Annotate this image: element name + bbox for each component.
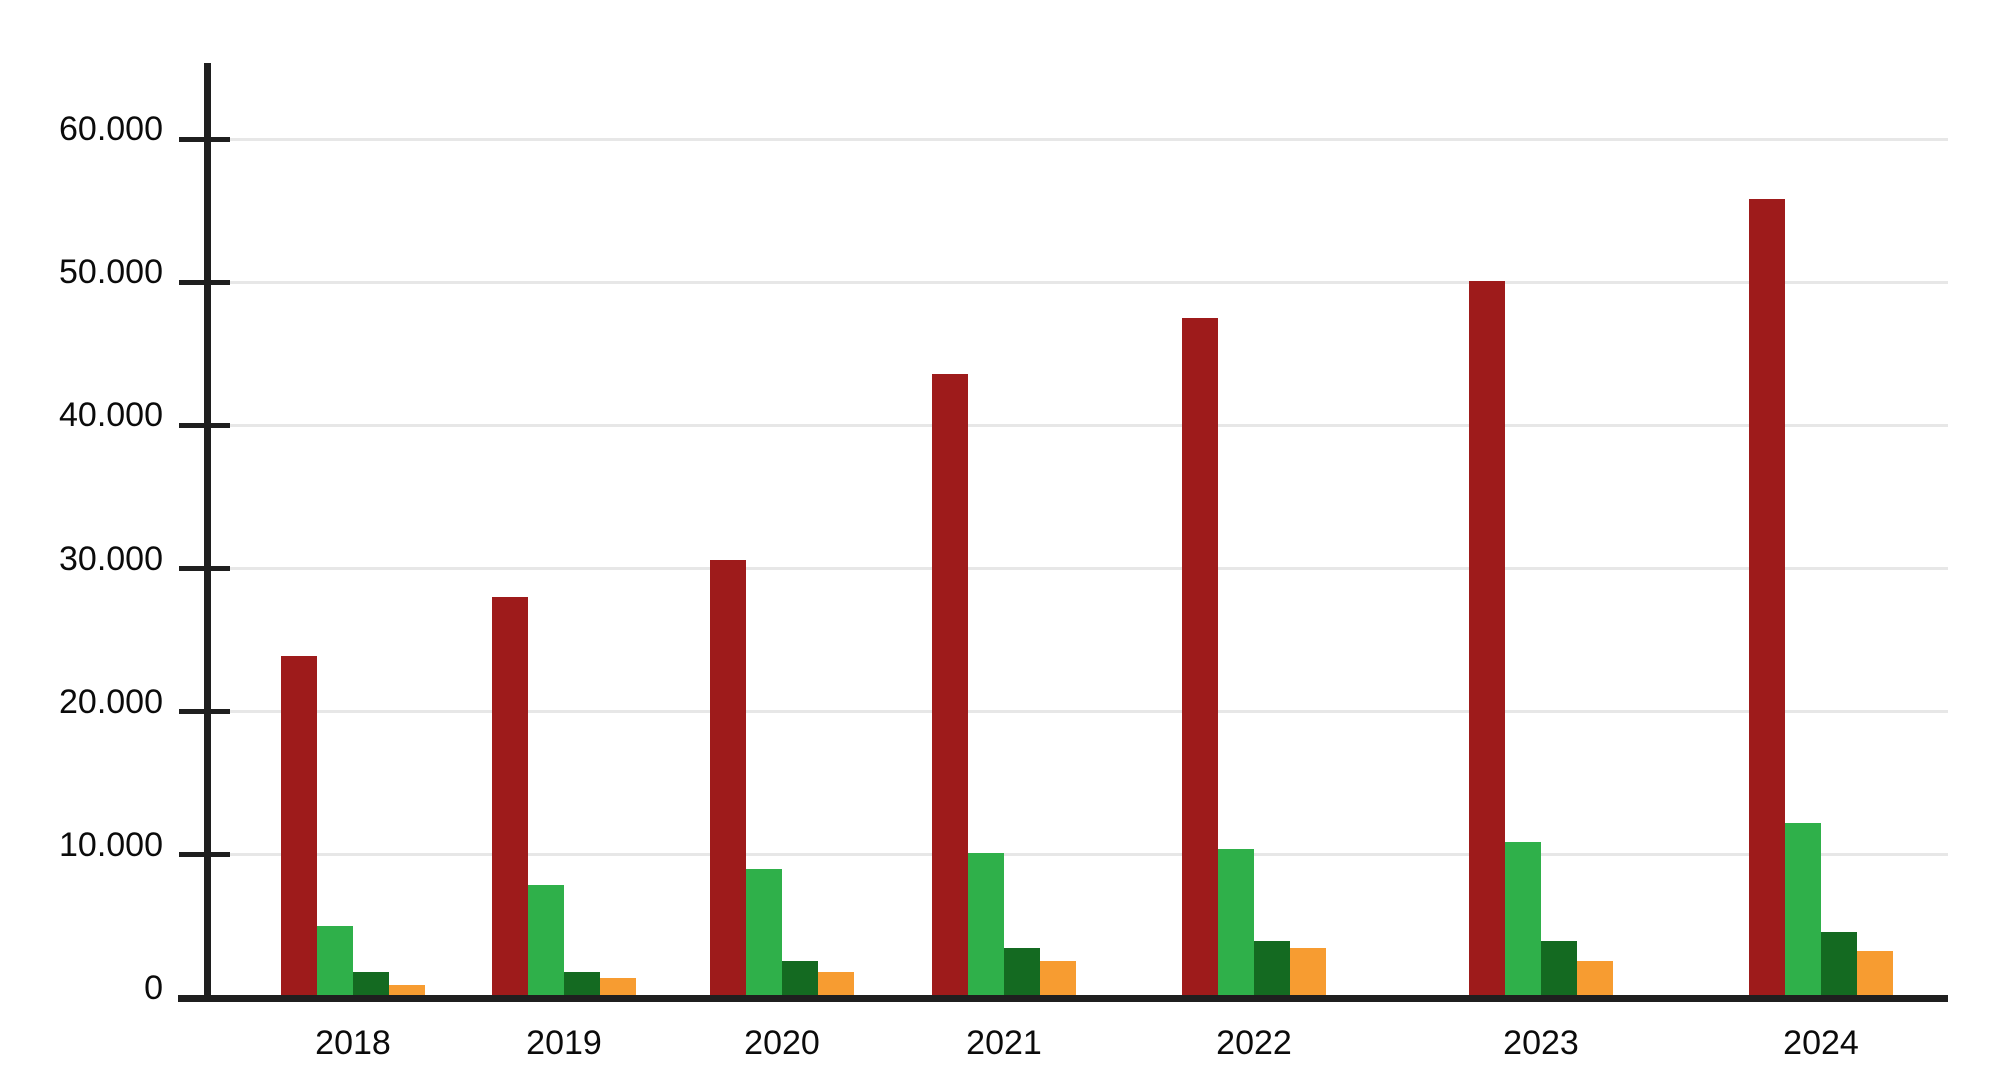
bar-2018-dark-green (353, 972, 389, 998)
x-category-label: 2021 (966, 1024, 1042, 1062)
bar-2019-dark-green (564, 972, 600, 998)
bar-2021-orange (1040, 961, 1076, 998)
bar-2023-orange (1577, 961, 1613, 998)
bar-2019-green (528, 885, 564, 998)
bar-2024-green (1785, 823, 1821, 998)
gridline (204, 853, 1948, 856)
y-tick-mark (179, 852, 230, 857)
bar-2024-dark-red (1749, 199, 1785, 998)
y-axis-line (204, 63, 211, 1002)
x-axis-line (178, 995, 1948, 1002)
bar-2018-green (317, 926, 353, 998)
bar-2021-dark-red (932, 374, 968, 998)
gridline (204, 281, 1948, 284)
y-tick-label: 0 (144, 969, 163, 1007)
bar-2021-green (968, 853, 1004, 998)
bar-2022-orange (1290, 948, 1326, 998)
bar-2018-dark-red (281, 656, 317, 998)
x-category-label: 2023 (1503, 1024, 1579, 1062)
bar-2022-dark-green (1254, 941, 1290, 998)
gridline (204, 710, 1948, 713)
y-tick-mark (179, 280, 230, 285)
bar-2022-green (1218, 849, 1254, 998)
bar-2023-green (1505, 842, 1541, 998)
y-tick-mark (179, 423, 230, 428)
bar-2022-dark-red (1182, 318, 1218, 998)
bar-2019-orange (600, 978, 636, 998)
gridline (204, 424, 1948, 427)
bar-2020-green (746, 869, 782, 998)
bar-2024-orange (1857, 951, 1893, 998)
bar-2020-orange (818, 972, 854, 998)
bar-2021-dark-green (1004, 948, 1040, 998)
bar-2019-dark-red (492, 597, 528, 998)
y-tick-mark (179, 709, 230, 714)
x-category-label: 2018 (315, 1024, 391, 1062)
y-tick-label: 50.000 (59, 253, 163, 291)
x-category-label: 2020 (744, 1024, 820, 1062)
bar-2023-dark-green (1541, 941, 1577, 998)
y-tick-label: 30.000 (59, 540, 163, 578)
bar-2023-dark-red (1469, 281, 1505, 998)
bar-2018-orange (389, 985, 425, 998)
x-category-label: 2024 (1783, 1024, 1859, 1062)
x-category-label: 2019 (526, 1024, 602, 1062)
y-tick-label: 10.000 (59, 826, 163, 864)
bar-2020-dark-red (710, 560, 746, 998)
bar-2024-dark-green (1821, 932, 1857, 998)
y-tick-label: 60.000 (59, 110, 163, 148)
y-tick-mark (179, 137, 230, 142)
gridline (204, 567, 1948, 570)
bar-2020-dark-green (782, 961, 818, 998)
gridline (204, 138, 1948, 141)
y-tick-mark (179, 996, 230, 1001)
y-tick-label: 20.000 (59, 683, 163, 721)
x-category-label: 2022 (1216, 1024, 1292, 1062)
y-tick-mark (179, 566, 230, 571)
y-tick-label: 40.000 (59, 396, 163, 434)
